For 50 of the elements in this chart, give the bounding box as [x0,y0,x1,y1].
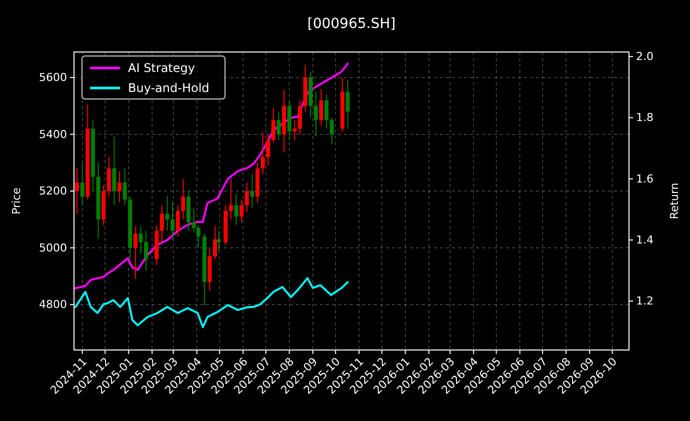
candlestick [196,224,200,248]
candlestick [266,134,270,166]
y-tick-label: 5000 [39,241,67,254]
y2-tick-label: 1.2 [636,294,654,308]
y2-tick-label: 1.4 [636,233,654,246]
candlestick [250,174,254,209]
candlestick [144,230,148,272]
y2-tick-label: 1.6 [636,172,654,186]
candlestick [276,111,281,140]
candlestick [106,156,111,198]
y-tick-label: 5400 [39,128,67,141]
candlestick [298,100,302,135]
candlestick [234,193,238,226]
y2-tick-label: 2.0 [636,50,654,64]
candlestick [181,178,186,220]
candlestick [314,91,318,137]
candlestick [165,196,170,232]
candlestick [117,170,122,203]
candlestick [192,208,196,232]
y-tick-label: 5600 [39,71,67,84]
y-tick-label: 4800 [39,298,67,312]
y2-tick-label: 1.8 [636,111,654,124]
candlestick [228,178,233,220]
candlestick [170,202,175,240]
line-series [74,62,349,290]
candlestick [112,136,116,206]
candlestick [133,225,138,280]
candlestick [324,94,328,130]
candlestick [213,225,218,260]
candlestick [138,225,143,254]
candlestick [176,204,180,237]
candlestick [122,168,127,206]
chart-title: [000965.SH] [307,16,396,32]
y-tick-label: 5200 [39,184,67,198]
line-series [74,277,349,328]
candlestick [160,204,164,243]
y2-axis-title: Return [668,182,681,220]
candlestick [346,80,350,130]
candlestick [240,199,244,223]
candlestick [330,116,334,145]
candlestick [75,168,80,214]
y-axis-title: Price [10,187,23,214]
candlestick [244,182,249,213]
candlestick [292,120,297,140]
legend-label: Buy-and-Hold [128,81,210,95]
candlestick [271,106,276,144]
candlestick [260,132,265,175]
candlestick [319,88,324,126]
candlestick [80,162,84,206]
legend-label: AI Strategy [128,61,195,75]
